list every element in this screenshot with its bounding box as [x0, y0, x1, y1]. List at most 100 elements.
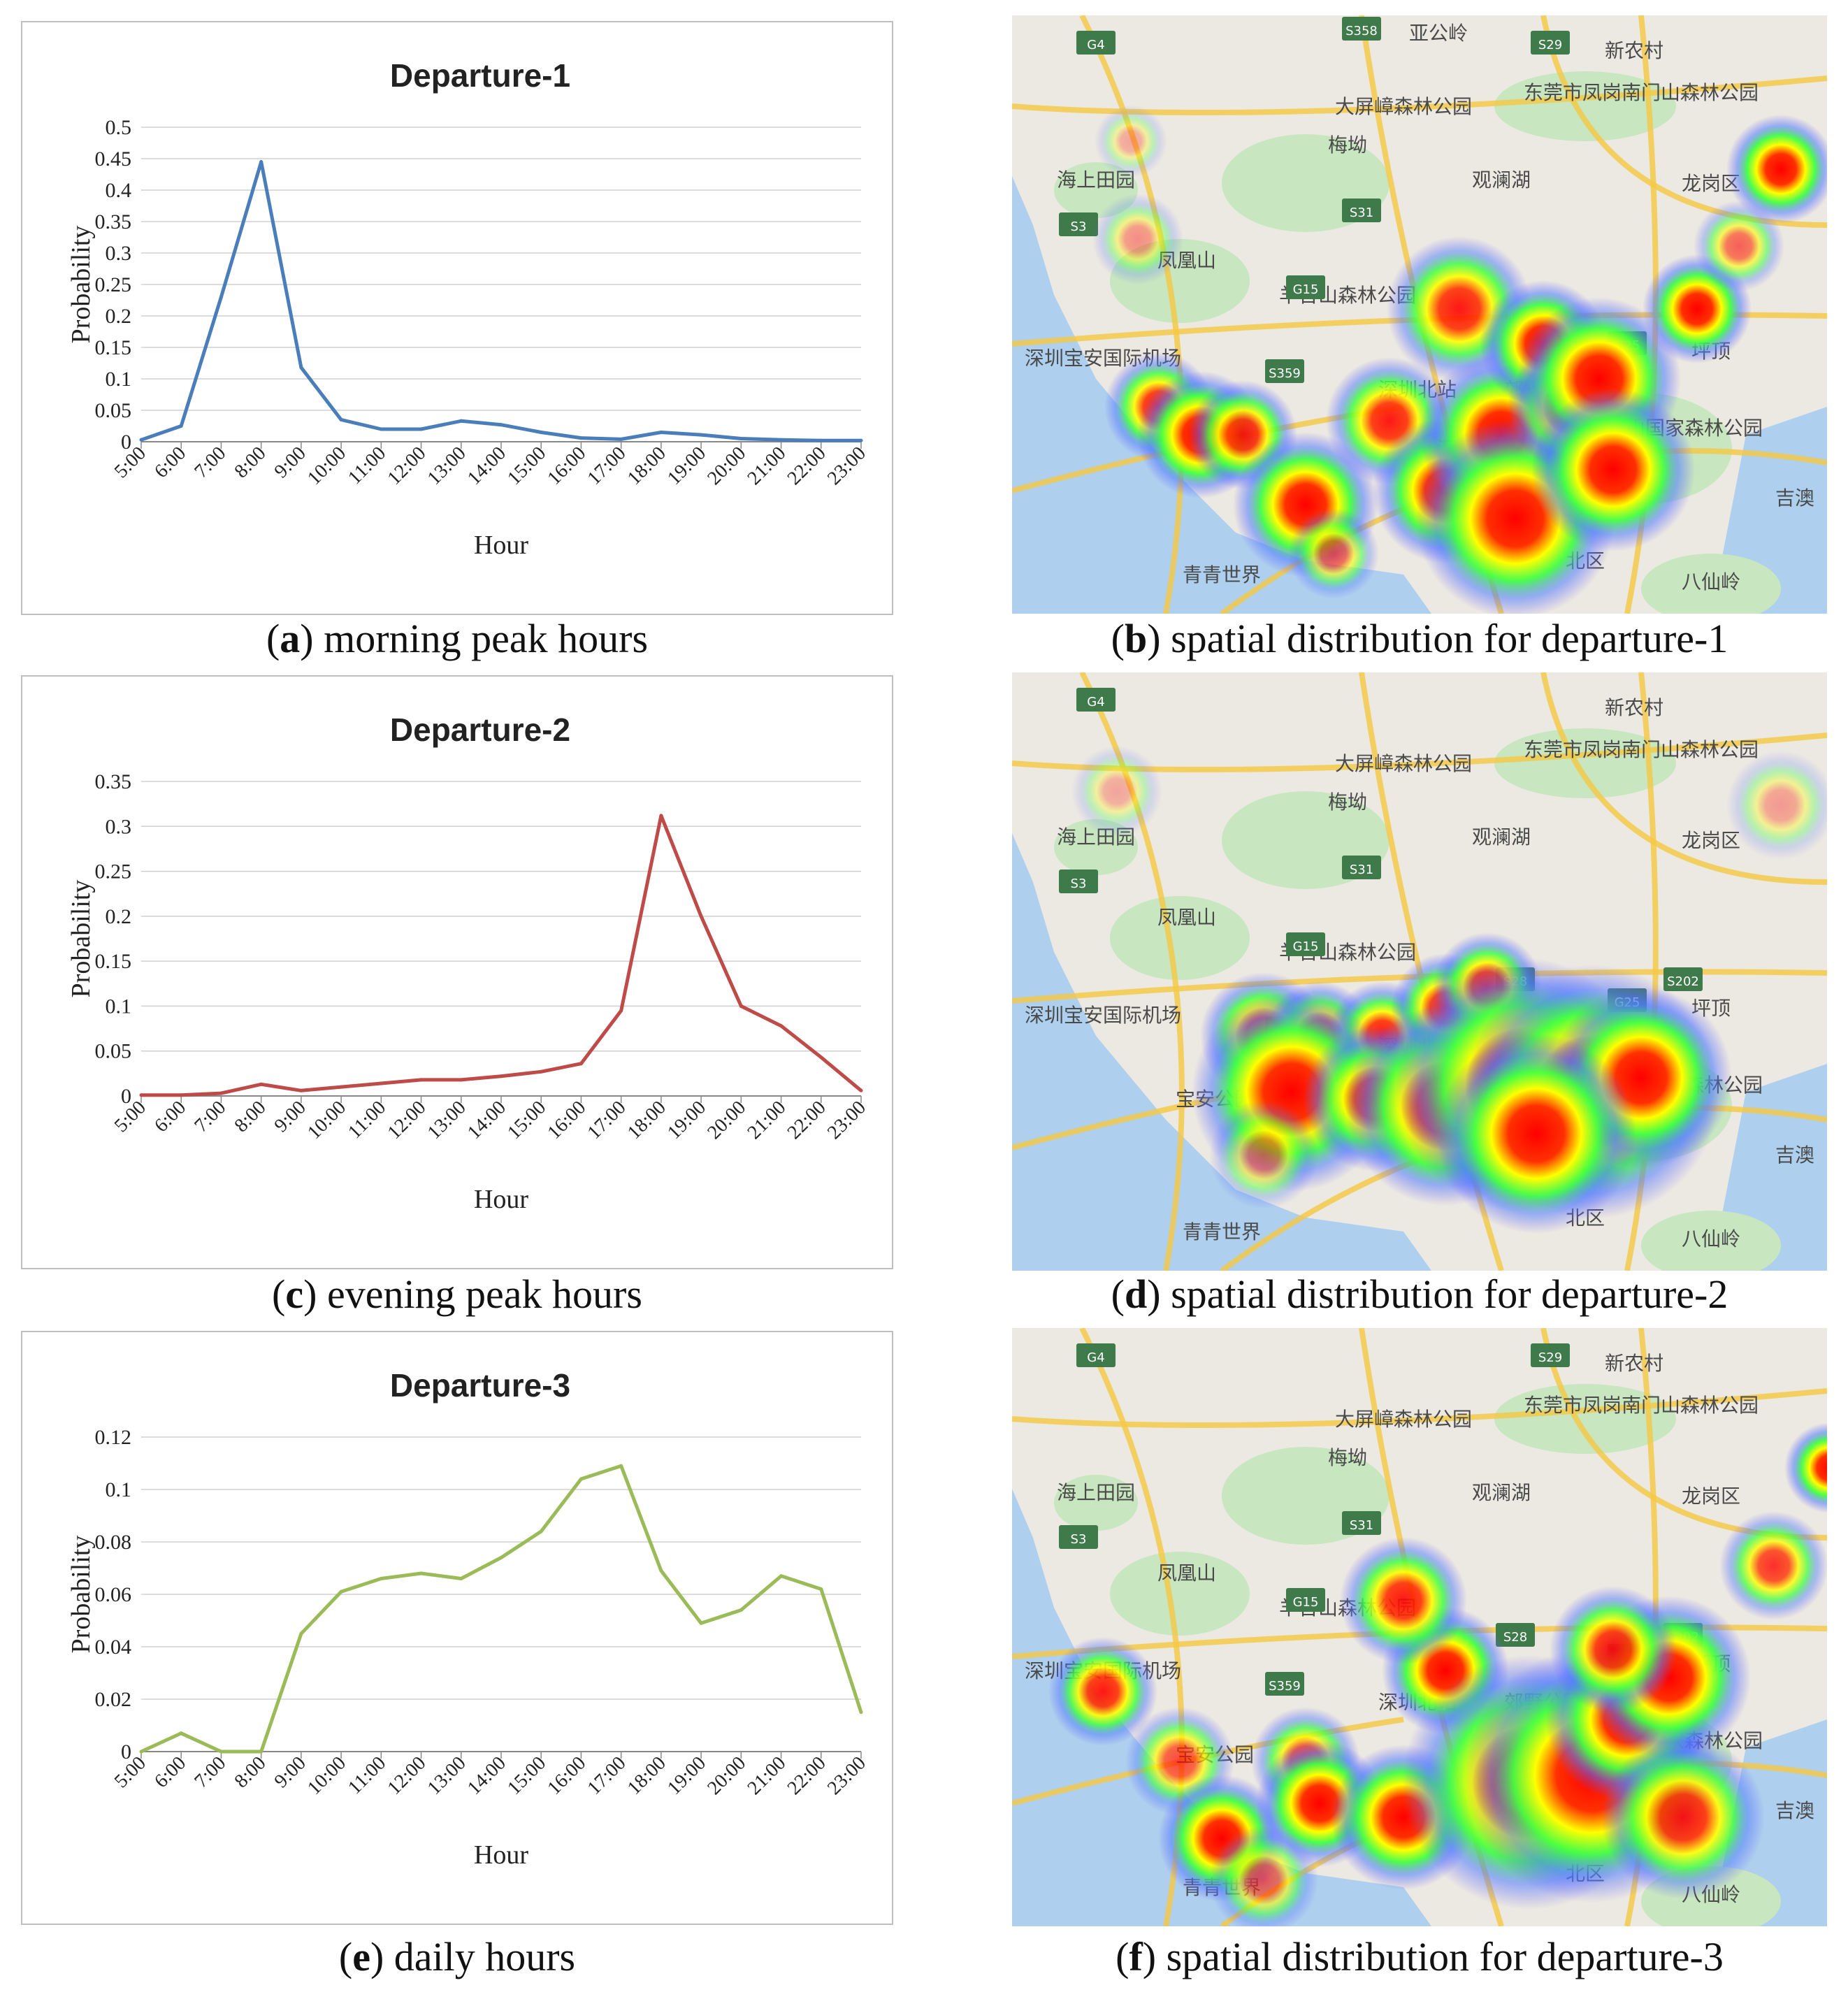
- road-shield-label: G15: [1293, 282, 1319, 297]
- caption-f: (f) spatial distribution for departure-3: [1116, 1934, 1724, 1979]
- place-label: 海上田园: [1057, 1481, 1135, 1504]
- x-tick-label: 23:00: [823, 1752, 870, 1799]
- road-shield: [1059, 212, 1098, 236]
- x-tick-label: 15:00: [503, 442, 550, 489]
- data-point: [139, 438, 143, 442]
- data-point: [739, 437, 743, 440]
- place-label: 吉澳: [1775, 1143, 1814, 1167]
- x-tick-label: 10:00: [303, 442, 350, 489]
- caption-a: (a) morning peak hours: [266, 616, 649, 661]
- place-label: 吉澳: [1775, 486, 1814, 510]
- caption-c-letter: c: [285, 1271, 304, 1317]
- data-point: [259, 1082, 264, 1086]
- data-point: [139, 1093, 143, 1097]
- y-tick-label: 0.05: [95, 399, 132, 422]
- park-area: [1641, 1211, 1781, 1271]
- x-tick-label: 20:00: [703, 1752, 750, 1799]
- x-tick-label: 9:00: [270, 1752, 310, 1792]
- road-shield: [1286, 275, 1325, 299]
- place-label: 深圳宝安国际机场: [1025, 1004, 1181, 1027]
- x-tick-label: 9:00: [270, 1097, 310, 1137]
- heatmap-panel-d: 新农村 大屏嶂森林公园 东莞市凤岗南门山森林公园 梅坳 观澜湖 海上田园 凤凰山 羊台山森林公…: [1012, 672, 1827, 1271]
- chart-title: Departure-2: [390, 712, 570, 748]
- heatmap-b: 亚公岭新农村大屏嶂森林公园东莞市凤岗南门山森林公园梅坳观澜湖海上田园凤凰山羊台山…: [1012, 15, 1827, 614]
- road-shield: [1076, 688, 1116, 712]
- heatmap-d: 新农村大屏嶂森林公园东莞市凤岗南门山森林公园梅坳观澜湖海上田园凤凰山羊台山森林公…: [1012, 672, 1827, 1271]
- caption-b-letter: b: [1124, 616, 1148, 661]
- x-axis-label: Hour: [474, 531, 528, 560]
- park-area: [1494, 71, 1676, 141]
- x-tick-label: 14:00: [463, 442, 510, 489]
- x-tick-label: 10:00: [303, 1097, 350, 1143]
- y-tick-label: 0.3: [106, 242, 132, 265]
- x-tick-label: 15:00: [503, 1097, 550, 1143]
- road-shield-label: G15: [1293, 939, 1319, 954]
- data-point: [299, 366, 303, 370]
- x-tick-label: 13:00: [424, 1752, 470, 1799]
- road-shield: [1059, 870, 1098, 893]
- data-point: [419, 1571, 424, 1575]
- y-tick-label: 0.06: [95, 1583, 132, 1606]
- x-tick-label: 22:00: [784, 442, 830, 489]
- x-tick-label: 19:00: [663, 1752, 710, 1799]
- series-line: [140, 1464, 863, 1754]
- road-shield: [1342, 17, 1381, 41]
- x-tick-label: 21:00: [743, 442, 790, 489]
- road-shield: [1342, 199, 1381, 222]
- x-tick-label: 16:00: [543, 1752, 590, 1799]
- data-point: [299, 1631, 303, 1636]
- x-tick-label: 16:00: [543, 1097, 590, 1143]
- y-tick-label: 0: [121, 431, 131, 454]
- place-label: 观澜湖: [1472, 1481, 1531, 1504]
- x-tick-label: 21:00: [743, 1097, 790, 1143]
- y-tick-label: 0.35: [95, 770, 132, 793]
- data-point: [259, 160, 264, 164]
- place-label: 梅坳: [1328, 791, 1367, 814]
- y-tick-label: 0.5: [106, 116, 132, 139]
- place-label: 亚公岭: [1409, 22, 1468, 45]
- x-axis-label: Hour: [474, 1185, 528, 1214]
- data-point: [819, 438, 823, 442]
- y-tick-label: 0.1: [106, 995, 132, 1018]
- x-tick-label: 13:00: [424, 1097, 470, 1143]
- place-label: 青青世界: [1183, 563, 1261, 586]
- caption-e-text: daily hours: [394, 1934, 576, 1979]
- x-tick-label: 8:00: [230, 442, 270, 482]
- data-point: [499, 423, 503, 427]
- x-tick-label: 14:00: [463, 1752, 510, 1799]
- data-point: [819, 1587, 823, 1591]
- x-tick-label: 22:00: [784, 1097, 830, 1143]
- x-tick-label: 23:00: [823, 1097, 870, 1143]
- heat-blob: [1340, 1537, 1467, 1664]
- road-shield-label: G4: [1087, 1350, 1104, 1365]
- y-tick-label: 0.02: [95, 1688, 132, 1711]
- x-tick-label: 13:00: [424, 442, 470, 489]
- x-axis-label: Hour: [474, 1840, 528, 1870]
- place-label: 东莞市凤岗南门山森林公园: [1524, 1394, 1759, 1417]
- x-tick-label: 16:00: [543, 442, 590, 489]
- caption-e: (e) daily hours: [338, 1934, 576, 1979]
- place-label: 龙岗区: [1682, 829, 1740, 852]
- departure-2-chart: Departure-2 0 0.05 0.1 0.15 0.2 0.25 0.3 0.35 5:0…: [66, 712, 870, 1214]
- place-label: 新农村: [1605, 696, 1663, 719]
- data-point: [379, 427, 383, 431]
- data-point: [859, 1710, 863, 1715]
- x-tick-label: 5:00: [110, 1752, 150, 1792]
- road-shield-label: S358: [1345, 24, 1378, 38]
- heat-blob: [1436, 1034, 1636, 1234]
- road: [1540, 672, 1827, 885]
- data-point: [859, 1088, 863, 1092]
- data-point: [779, 438, 784, 442]
- data-point: [659, 1568, 663, 1573]
- data-point: [499, 1556, 503, 1559]
- heat-blob: [1601, 1736, 1765, 1899]
- road-shield: [1265, 1672, 1304, 1696]
- data-point: [179, 1731, 183, 1736]
- y-tick-label: 0.15: [95, 950, 132, 973]
- heat-blob: [1784, 1422, 1827, 1513]
- data-point: [579, 1062, 583, 1066]
- road-shield: [1342, 856, 1381, 879]
- road-shield-label: G15: [1293, 1595, 1319, 1610]
- y-tick-label: 0.25: [95, 860, 132, 883]
- x-tick-label: 12:00: [383, 442, 430, 489]
